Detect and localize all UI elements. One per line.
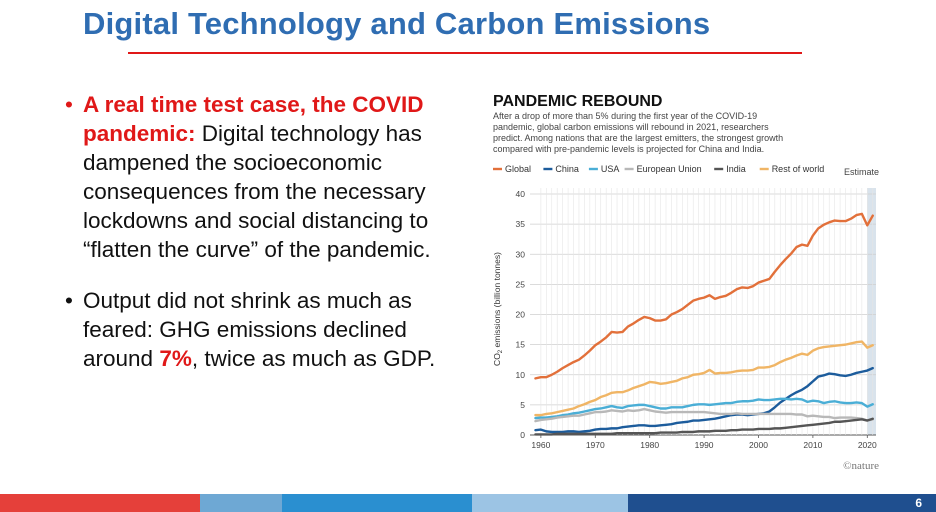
y-tick-label: 0 (520, 430, 525, 440)
chart-title: PANDEMIC REBOUND (493, 93, 662, 110)
legend-label: India (726, 164, 746, 174)
chart-subtitle-line: pandemic, global carbon emissions will r… (493, 122, 769, 132)
bullet-text-end: , twice as much as GDP. (191, 346, 436, 371)
legend-label: USA (601, 164, 620, 174)
y-axis-label-main: CO (492, 353, 502, 366)
bullet-text: Output did not shrink as much as feared:… (83, 288, 412, 371)
footer-segment (200, 494, 282, 512)
y-tick-label: 25 (516, 279, 526, 289)
series-line-china (534, 366, 874, 434)
page-number: 6 (915, 496, 922, 510)
emissions-chart: PANDEMIC REBOUND After a drop of more th… (492, 93, 879, 472)
x-tick-label: 1970 (586, 440, 605, 450)
series-line-rest-of-world (534, 340, 874, 417)
bullet-dot-icon: • (65, 288, 73, 313)
y-tick-label: 35 (516, 219, 526, 229)
x-tick-label: 2000 (749, 440, 768, 450)
estimate-band (867, 188, 876, 435)
bullet-dot-icon: • (65, 92, 73, 117)
y-tick-label: 15 (516, 340, 526, 350)
footer-color-bar (0, 494, 936, 512)
x-tick-label: 1990 (695, 440, 714, 450)
nature-credit: ©nature (843, 460, 879, 472)
x-tick-label: 1980 (640, 440, 659, 450)
series-line-european-union (534, 407, 874, 423)
bullet-list: • A real time test case, the COVID pande… (64, 90, 464, 373)
bullet-item-output: • Output did not shrink as much as feare… (64, 286, 464, 373)
legend-label: Global (505, 164, 531, 174)
chart-subtitle-line: compared with pre-pandemic levels is pro… (493, 144, 764, 154)
slide-title: Digital Technology and Carbon Emissions (83, 6, 711, 41)
footer-segment (628, 494, 936, 512)
legend-label: China (555, 164, 579, 174)
y-tick-label: 40 (516, 189, 526, 199)
chart-subtitle: After a drop of more than 5% during the … (493, 111, 783, 154)
series-line-india (534, 417, 874, 436)
y-tick-label: 30 (516, 249, 526, 259)
y-axis-label-rest: emissions (billion tonnes) (492, 252, 502, 350)
chart-subtitle-line: After a drop of more than 5% during the … (493, 111, 757, 121)
footer-segment (472, 494, 628, 512)
y-axis-label-subscript: 2 (498, 349, 504, 353)
chart-subtitle-line: predict. Among nations that are the larg… (493, 133, 783, 143)
estimate-label: Estimate (844, 167, 879, 177)
x-tick-label: 2020 (858, 440, 877, 450)
legend-label: Rest of world (772, 164, 825, 174)
bullet-highlight: A real time test case, the COVID pandemi… (83, 92, 424, 146)
y-tick-label: 5 (520, 400, 525, 410)
chart-legend: Global China USA European Union India Rest of… (493, 164, 824, 174)
bullet-text: Digital technology has dampened the soci… (83, 121, 431, 262)
footer-segment (282, 494, 472, 512)
y-tick-label: 10 (516, 370, 526, 380)
y-tick-label: 20 (516, 310, 526, 320)
y-axis-label: CO2 emissions (billion tonnes) (492, 252, 504, 366)
series-line-global (534, 212, 874, 380)
plot-area: 0 5 10 15 20 25 30 35 40 1960 1970 1980 1990 2000 2010… (516, 188, 877, 450)
legend-label: European Union (637, 164, 702, 174)
bullet-item-covid: • A real time test case, the COVID pande… (64, 90, 464, 264)
series-line-usa (534, 397, 874, 420)
x-tick-label: 1960 (531, 440, 550, 450)
footer-segment (0, 494, 200, 512)
title-underline (128, 52, 802, 54)
x-tick-label: 2010 (803, 440, 822, 450)
bullet-highlight: 7% (159, 346, 192, 371)
